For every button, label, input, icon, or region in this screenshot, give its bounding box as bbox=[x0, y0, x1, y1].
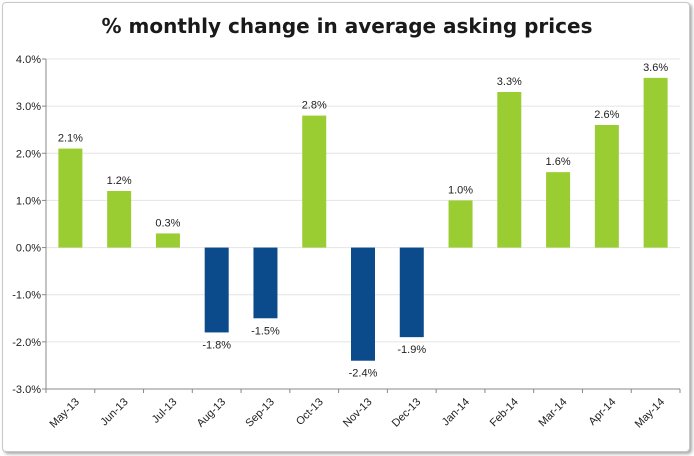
bar bbox=[58, 148, 83, 248]
x-tick-label: Feb-14 bbox=[488, 396, 521, 429]
bar bbox=[302, 115, 327, 248]
y-tick-label: -2.0% bbox=[12, 337, 41, 349]
data-label: 1.0% bbox=[448, 184, 473, 196]
data-label: -1.9% bbox=[397, 344, 426, 356]
bar bbox=[643, 77, 668, 248]
bar bbox=[351, 247, 375, 361]
data-labels: 2.1% 1.2% 0.3% -1.8% -1.5% 2.8% -2.4% -1.9% 1.0%… bbox=[58, 62, 669, 380]
y-tick-label: 3.0% bbox=[16, 101, 41, 113]
x-tick-label: May-14 bbox=[633, 396, 667, 430]
x-tick-label: Jun-13 bbox=[98, 396, 130, 428]
y-tick-label: 2.0% bbox=[16, 148, 41, 160]
data-label: 2.8% bbox=[302, 100, 327, 112]
bar bbox=[253, 247, 278, 319]
bar bbox=[497, 92, 522, 248]
bar bbox=[546, 172, 571, 248]
x-tick-label: Nov-13 bbox=[341, 396, 375, 430]
bar bbox=[399, 247, 424, 338]
x-tick-label: Dec-13 bbox=[390, 396, 424, 430]
bars bbox=[58, 77, 668, 361]
bar bbox=[204, 247, 229, 333]
data-label: 1.2% bbox=[107, 175, 132, 187]
chart-title: % monthly change in average asking price… bbox=[101, 14, 593, 38]
data-label: -1.8% bbox=[202, 339, 231, 351]
x-tick-label: Aug-13 bbox=[195, 396, 229, 430]
y-tick-label: 4.0% bbox=[16, 54, 41, 66]
data-label: 1.6% bbox=[546, 156, 571, 168]
data-label: -2.4% bbox=[349, 368, 378, 380]
data-label: 0.3% bbox=[155, 217, 180, 229]
data-label: 2.6% bbox=[594, 109, 619, 121]
x-tick-label: Sep-13 bbox=[243, 396, 277, 430]
bar bbox=[107, 191, 132, 248]
data-label: 2.1% bbox=[58, 133, 83, 145]
y-tick-label: 0.0% bbox=[16, 243, 41, 255]
bar bbox=[155, 233, 180, 248]
x-tick-label: Jan-14 bbox=[440, 396, 472, 428]
x-tick-label: Mar-14 bbox=[537, 396, 570, 429]
x-tick-label: Jul-13 bbox=[150, 396, 180, 426]
data-label: -1.5% bbox=[251, 325, 280, 337]
bar bbox=[448, 200, 473, 248]
y-tick-label: -1.0% bbox=[12, 290, 41, 302]
y-tick-label: -3.0% bbox=[12, 384, 41, 396]
bar bbox=[594, 125, 619, 248]
x-tick-label: Apr-14 bbox=[587, 396, 619, 428]
data-label: 3.6% bbox=[643, 62, 668, 74]
y-tick-label: 1.0% bbox=[16, 195, 41, 207]
data-label: 3.3% bbox=[497, 76, 522, 88]
x-axis: May-13 Jun-13 Jul-13 Aug-13 Sep-13 Oct-13 Nov-… bbox=[45, 388, 681, 431]
y-axis: 4.0% 3.0% 2.0% 1.0% 0.0% -1.0% -2.0% -3.0% bbox=[12, 54, 47, 396]
x-tick-label: May-13 bbox=[48, 396, 82, 430]
x-tick-label: Oct-13 bbox=[294, 396, 326, 428]
